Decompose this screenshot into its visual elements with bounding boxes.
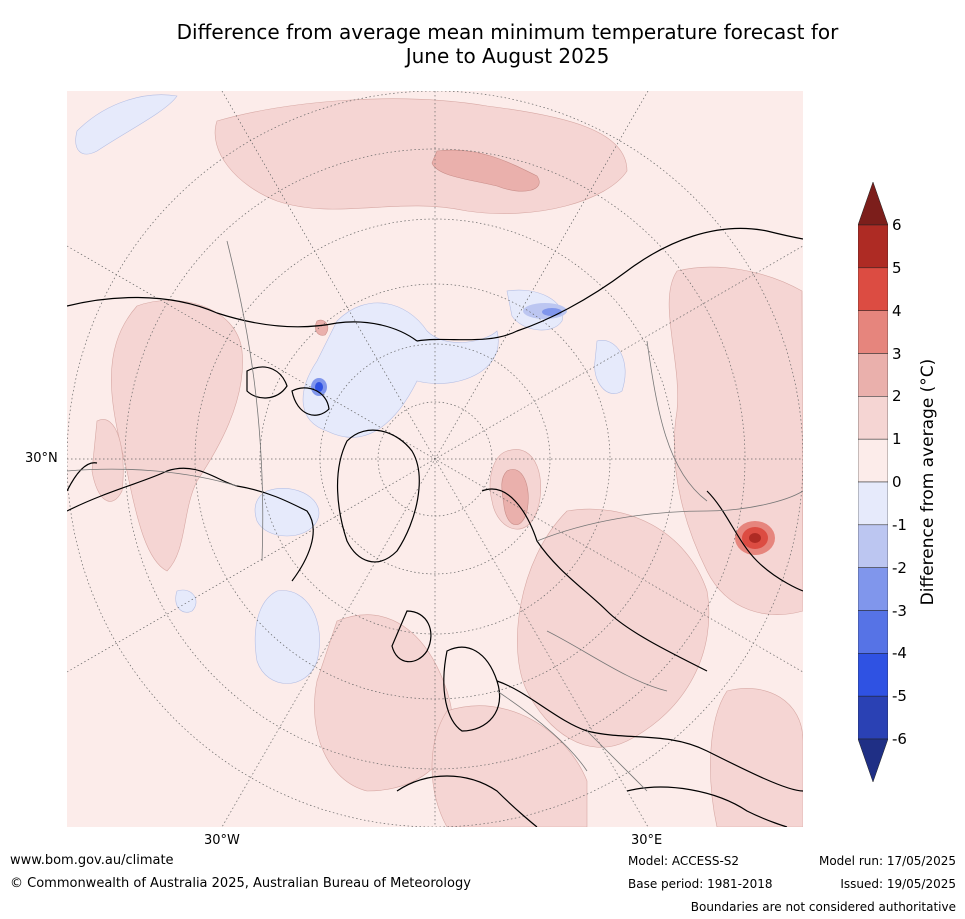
colorbar-bin xyxy=(858,438,888,483)
colorbar-tick-label: 1 xyxy=(892,430,902,449)
colorbar xyxy=(858,182,888,782)
colorbar-tick-label: -5 xyxy=(892,687,907,706)
colorbar-extend-low xyxy=(858,738,888,782)
colorbar-tick-label: 4 xyxy=(892,301,902,320)
model-text: Model: ACCESS-S2 xyxy=(628,854,740,868)
colorbar-bin xyxy=(858,396,888,440)
colorbar-bin xyxy=(858,353,888,397)
colorbar-tick-label: -4 xyxy=(892,644,907,663)
colorbar-bin xyxy=(858,224,888,269)
colorbar-bin xyxy=(858,695,888,740)
country-borders xyxy=(67,240,803,792)
colorbar-bin xyxy=(858,610,888,654)
base-period-text: Base period: 1981-2018 xyxy=(628,877,773,891)
map-canvas xyxy=(67,91,803,827)
warm-anomaly-hotspot xyxy=(735,521,775,555)
colorbar-tick-label: -6 xyxy=(892,730,907,748)
colorbar-tick-label: -3 xyxy=(892,601,907,620)
website-link[interactable]: www.bom.gov.au/climate xyxy=(10,853,174,868)
colorbar-bin xyxy=(858,481,888,526)
issued-text: Issued: 19/05/2025 xyxy=(840,877,956,891)
cool-anomaly-0-neg1 xyxy=(75,94,626,684)
disclaimer-text: Boundaries are not considered authoritat… xyxy=(690,900,956,914)
colorbar-bin xyxy=(858,567,888,611)
colorbar-tick-label: 6 xyxy=(892,216,902,234)
map-title: Difference from average mean minimum tem… xyxy=(176,20,839,68)
colorbar-label: Difference from average (°C) xyxy=(918,358,938,606)
colorbar-bin xyxy=(858,524,888,568)
colorbar-bin xyxy=(858,267,888,311)
colorbar-extend-high xyxy=(858,182,888,226)
model-run-text: Model run: 17/05/2025 xyxy=(818,854,956,868)
colorbar-tick-label: 0 xyxy=(892,473,902,491)
colorbar-tick-label: -1 xyxy=(892,515,907,534)
colorbar-tick-label: 5 xyxy=(892,258,902,277)
coastlines xyxy=(67,227,803,827)
copyright-text: © Commonwealth of Australia 2025, Austra… xyxy=(10,876,471,891)
lat-label-30n: 30°N xyxy=(25,451,58,466)
colorbar-tick-label: -2 xyxy=(892,558,907,577)
colorbar-bin xyxy=(858,310,888,354)
lon-label-30e: 30°E xyxy=(631,833,663,848)
colorbar-tick-label: 2 xyxy=(892,387,902,406)
forecast-map xyxy=(67,91,803,827)
colorbar-tick-label: 3 xyxy=(892,344,902,363)
warm-anomaly-2-3 xyxy=(315,149,540,525)
lon-label-30w: 30°W xyxy=(204,833,240,848)
colorbar-bin xyxy=(858,653,888,697)
